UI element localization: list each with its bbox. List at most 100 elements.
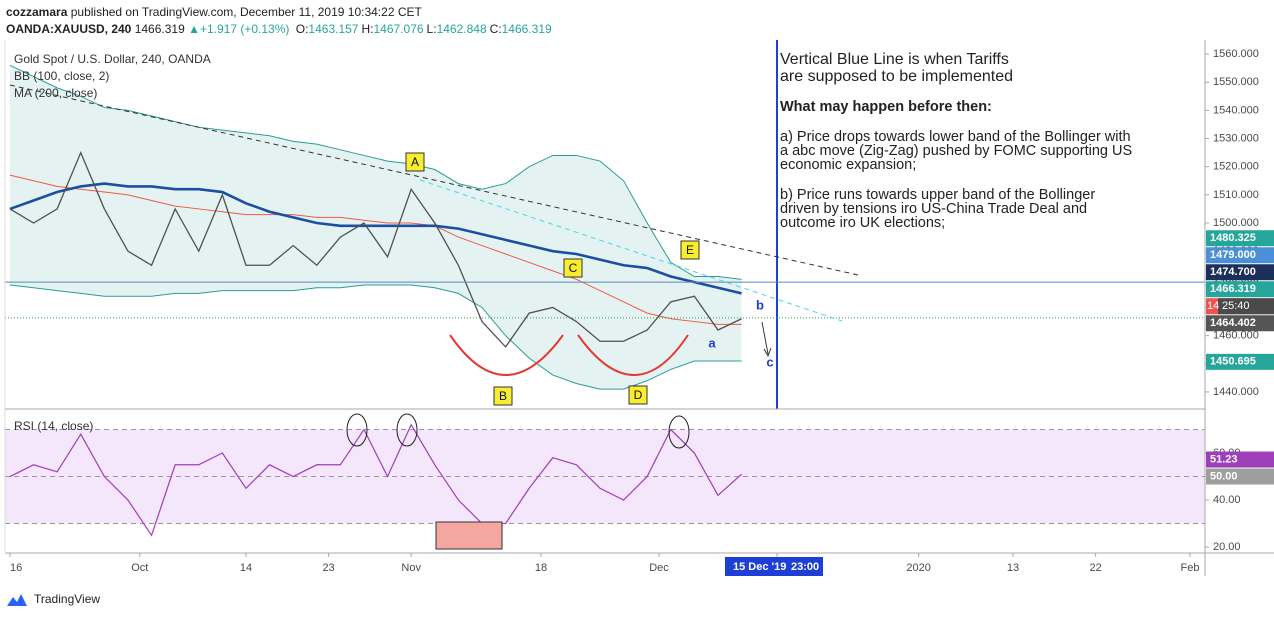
y-tick-label: 1520.000: [1213, 161, 1259, 173]
annotation: economic expansion;: [780, 157, 916, 173]
ohlc-value: 1462.848: [436, 22, 487, 36]
legend-entry: BB (100, close, 2): [14, 69, 109, 83]
y-tick-label: 1560.000: [1213, 48, 1259, 60]
price-tag: [1206, 264, 1274, 281]
pattern-label: C: [569, 261, 578, 275]
y-tick-label: 1530.000: [1213, 132, 1259, 144]
y-tick-label: 1500.000: [1213, 217, 1259, 229]
y-tick-label: 1540.000: [1213, 104, 1259, 116]
arrow-head: [763, 347, 772, 358]
arrow: [761, 321, 769, 355]
header-line: cozzamara published on TradingView.com, …: [6, 5, 422, 19]
circle: [346, 413, 368, 447]
ohlc-value: 1466.319: [501, 22, 552, 36]
pattern-label: B: [499, 389, 507, 403]
annotation: a abc move (Zig-Zag) pushed by FOMC supp…: [780, 143, 1132, 159]
tag-label: 14: [1207, 300, 1219, 312]
x-tick-label: 13: [1007, 562, 1019, 574]
annotation: are supposed to be implemented: [780, 68, 1013, 85]
tag-label: 1480.325: [1210, 232, 1256, 244]
ohlc-label: H:: [361, 22, 374, 36]
y-tick-label: 1460.000: [1213, 330, 1259, 342]
legend-entry: MA (200, close): [14, 86, 97, 100]
x-tick-label: 16: [10, 562, 22, 574]
x-tick-label: 15 Dec '19: [733, 561, 786, 573]
x-tick-label: 2020: [906, 562, 930, 574]
tag-label: 50.00: [1210, 470, 1238, 482]
annotation: Vertical Blue Line is when Tariffs: [780, 51, 1009, 68]
rsi-line: [9, 423, 742, 537]
tag-label: 1466.319: [1210, 283, 1256, 295]
symbol: OANDA:XAUUSD, 240: [6, 22, 132, 36]
tag-label: 51.23: [1210, 453, 1238, 465]
y-tick-label: 1550.000: [1213, 76, 1259, 88]
rsi-title: RSI (14, close): [14, 419, 93, 433]
ohlc-label: L:: [426, 22, 437, 36]
x-tick-label: 22: [1089, 562, 1101, 574]
x-tick-label: Feb: [1181, 562, 1200, 574]
change: +1.917 (+0.13%): [200, 22, 290, 36]
wave-label: a: [708, 335, 716, 350]
price-tag: [1206, 230, 1274, 247]
annotation: a) Price drops towards lower band of the…: [780, 129, 1131, 145]
pattern-label: D: [634, 388, 643, 402]
annotation: What may happen before then:: [780, 99, 992, 115]
y-tick-label: 1440.000: [1213, 386, 1259, 398]
pattern-box: [405, 152, 425, 172]
price-tag: [1206, 451, 1274, 468]
price-tag: [1206, 468, 1274, 485]
series-line: [9, 182, 742, 295]
arc: [449, 334, 564, 376]
pattern-box: [628, 385, 648, 405]
price-tag: [1206, 315, 1274, 332]
x-tick-label: 18: [535, 562, 547, 574]
tag-label: 1474.700: [1210, 266, 1256, 278]
publisher: cozzamara: [6, 5, 68, 19]
pattern-box: [563, 258, 583, 278]
arc: [577, 334, 689, 376]
annotation: driven by tensions iro US-China Trade De…: [780, 201, 1087, 217]
x-tick-label: 23: [322, 562, 334, 574]
tag-label: 1464.402: [1210, 317, 1256, 329]
annotation: outcome iro UK elections;: [780, 215, 945, 231]
y-tick-label: 20.00: [1213, 541, 1241, 553]
ohlc-label: O:: [295, 22, 309, 36]
price-tag: [1206, 247, 1274, 264]
series-line: [9, 150, 742, 348]
oversold-box: [435, 521, 503, 550]
circle: [396, 413, 418, 447]
annotation: b) Price runs towards upper band of the …: [780, 187, 1095, 203]
timer: 25:40: [1222, 300, 1250, 312]
layer: 1440.0001450.0001460.0001470.0001480.000…: [5, 48, 1259, 574]
x-tick-label: 14: [240, 562, 252, 574]
pattern-box: [493, 386, 513, 406]
tag-label: 1450.695: [1210, 356, 1256, 368]
last: 1466.319: [134, 22, 185, 36]
pattern-label: E: [686, 243, 694, 257]
y-tick-label: 1510.000: [1213, 189, 1259, 201]
y-tick-label: 40.00: [1213, 494, 1241, 506]
layer: [5, 40, 1205, 537]
footer: TradingView: [34, 592, 100, 606]
x-tick-label: Dec: [649, 562, 669, 574]
trendline: [419, 179, 843, 322]
header-line: OANDA:XAUUSD, 240 1466.319 ▲+1.917 (+0.1…: [6, 22, 552, 36]
series-line: [9, 284, 742, 390]
ohlc-value: 1463.157: [308, 22, 359, 36]
band-fill: [9, 65, 742, 390]
pattern-box: [680, 240, 700, 260]
published: published on TradingView.com, December 1…: [70, 5, 422, 19]
series-line: [9, 174, 742, 325]
series-line: [9, 64, 742, 280]
layer: 15 Dec '19 23:00 1480.325 1479.000 1474.700 1…: [405, 51, 1274, 576]
wave-label: b: [756, 297, 764, 312]
circle: [668, 415, 690, 449]
legend-title: Gold Spot / U.S. Dollar, 240, OANDA: [14, 52, 211, 66]
tag-label: 1479.000: [1210, 249, 1256, 261]
x-highlight: [724, 557, 823, 576]
x-tick-label: Oct: [131, 562, 148, 574]
x-tick-time: 23:00: [791, 561, 819, 573]
timer-tag: [1218, 298, 1274, 315]
